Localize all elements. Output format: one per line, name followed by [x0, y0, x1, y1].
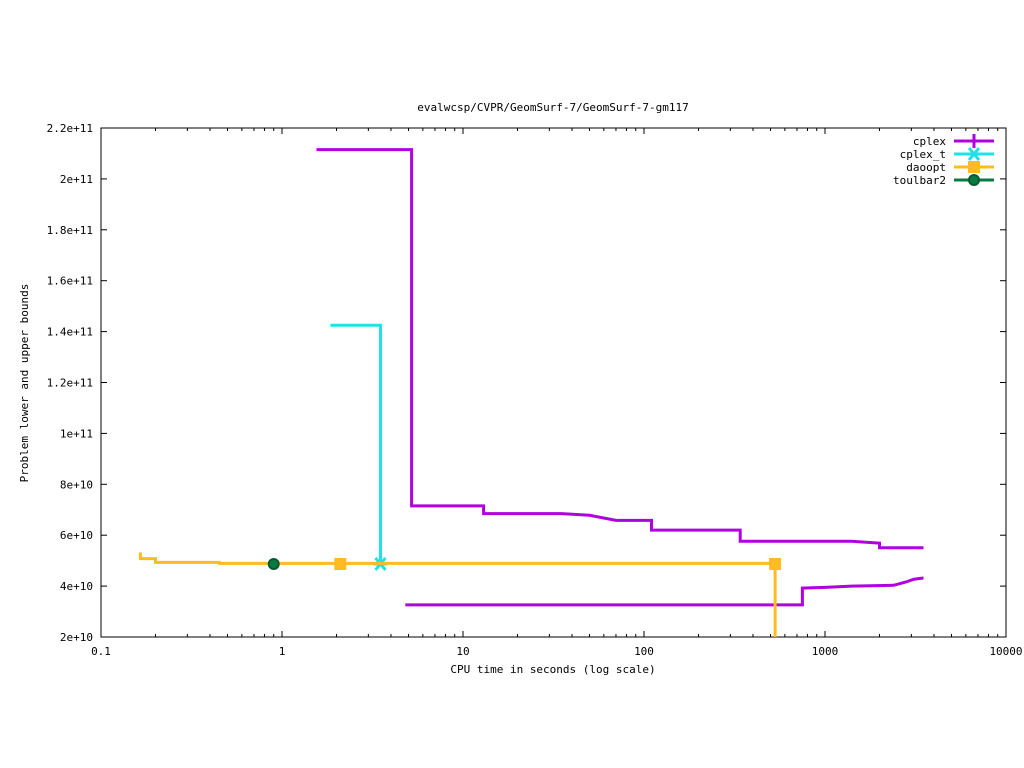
series-marker-daoopt	[334, 557, 347, 570]
y-tick-label: 8e+10	[60, 478, 93, 491]
y-tick-label: 1e+11	[60, 427, 93, 440]
series-marker-toulbar2-dot	[267, 557, 280, 570]
x-tick-label: 1000	[812, 645, 839, 658]
y-tick-label: 1.4e+11	[47, 326, 93, 339]
y-tick-label: 1.6e+11	[47, 275, 93, 288]
series-line-cplex	[316, 148, 924, 550]
legend-marker-cplex-t	[967, 147, 981, 161]
y-tick-label: 2e+11	[60, 173, 93, 186]
series-marker-daoopt-box	[769, 557, 782, 570]
legend-label-toulbar2: toulbar2	[893, 174, 946, 187]
x-tick-label: 10000	[989, 645, 1022, 658]
legend-label-cplex-t: cplex_t	[900, 148, 946, 161]
chart-title: evalwcsp/CVPR/GeomSurf-7/GeomSurf-7-gm11…	[417, 101, 689, 114]
series-line-cplex-t	[330, 323, 382, 564]
x-tick-label: 10	[456, 645, 469, 658]
series-marker-toulbar2	[267, 557, 280, 570]
x-axis-label: CPU time in seconds (log scale)	[450, 663, 655, 676]
x-tick-label: 0.1	[91, 645, 111, 658]
y-tick-label: 6e+10	[60, 529, 93, 542]
x-tick-label: 1	[279, 645, 286, 658]
series-line-cplex	[405, 576, 924, 607]
y-tick-label: 4e+10	[60, 580, 93, 593]
series-line-daoopt	[138, 552, 777, 637]
legend-marker-cplex	[967, 134, 981, 148]
y-tick-label: 2.2e+11	[47, 122, 93, 135]
legend-marker-daoopt	[968, 161, 980, 173]
series-marker-daoopt-box	[334, 557, 347, 570]
y-tick-label: 2e+10	[60, 631, 93, 644]
legend-label-daoopt: daoopt	[906, 161, 946, 174]
x-tick-label: 100	[634, 645, 654, 658]
axis-ticks: 0.1 1 10 100 1000 10000 2e+10 4e+10 6e+10 8e+10 1e…	[47, 122, 1023, 658]
legend-marker-daoopt-box	[968, 161, 980, 173]
y-tick-label: 1.2e+11	[47, 377, 93, 390]
y-tick-label: 1.8e+11	[47, 224, 93, 237]
legend-marker-toulbar2-dot	[968, 174, 980, 186]
legend-marker-toulbar2	[968, 174, 980, 186]
y-axis-label: Problem lower and upper bounds	[18, 284, 31, 483]
series-layer	[138, 148, 924, 637]
legend-marker-cplex-t-d2	[967, 147, 981, 161]
series-marker-daoopt	[769, 557, 782, 570]
legend-label-cplex: cplex	[913, 135, 946, 148]
